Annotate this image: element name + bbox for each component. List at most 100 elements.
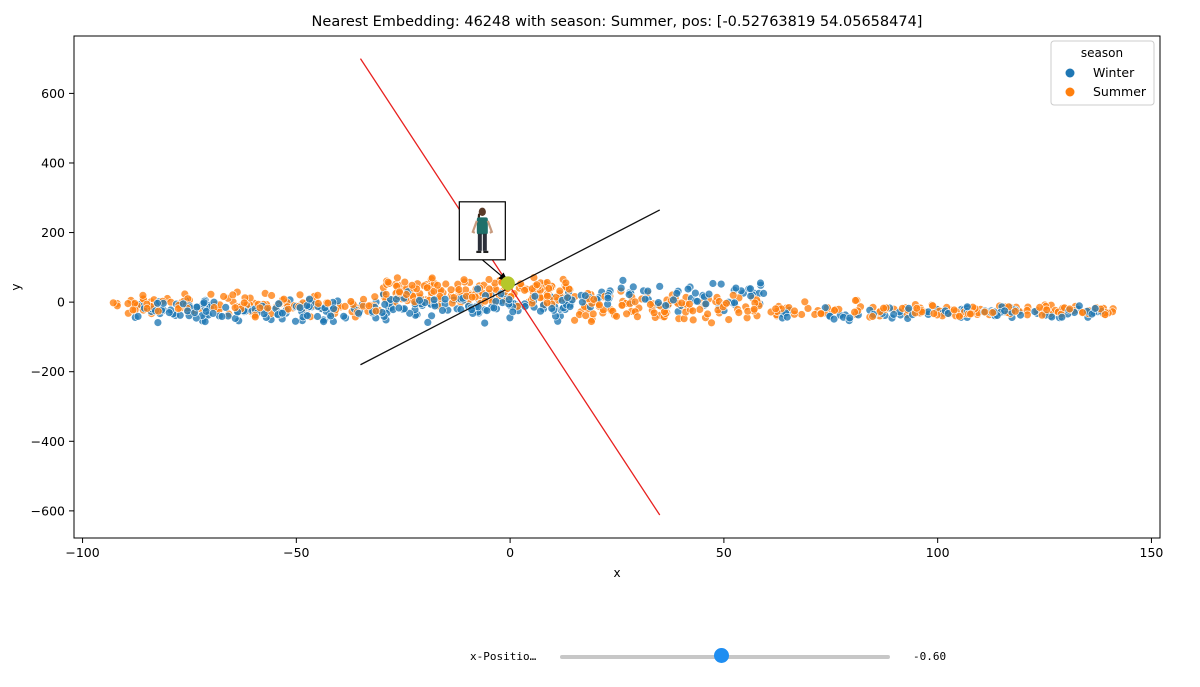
summer-point	[532, 280, 542, 289]
winter-point	[530, 292, 540, 301]
winter-point	[480, 318, 489, 328]
summer-point	[407, 281, 417, 290]
winter-point	[217, 312, 227, 321]
legend-label-summer: Summer	[1093, 84, 1147, 99]
summer-point	[797, 310, 806, 319]
legend-label-winter: Winter	[1093, 65, 1135, 80]
winter-point	[1075, 301, 1084, 311]
summer-point	[251, 312, 260, 322]
winter-point	[731, 283, 741, 293]
y-axis-label: y	[9, 283, 23, 290]
summer-point	[622, 309, 631, 318]
summer-point	[617, 301, 627, 310]
summer-point	[263, 303, 272, 313]
x-tick-label: 150	[1140, 545, 1164, 560]
summer-point	[544, 284, 553, 293]
summer-point	[484, 275, 494, 284]
summer-point	[851, 296, 860, 305]
y-tick-label: −400	[31, 434, 65, 449]
winter-point	[179, 299, 188, 308]
winter-point	[329, 304, 338, 313]
winter-point	[782, 312, 792, 322]
summer-point	[1042, 305, 1051, 314]
slider-label: x-Positio…	[470, 650, 537, 663]
summer-point	[1011, 307, 1020, 316]
summer-point	[393, 273, 402, 282]
winter-point	[704, 289, 714, 299]
x-tick-label: 50	[716, 545, 732, 560]
winter-point	[394, 303, 404, 313]
summer-point	[966, 309, 975, 319]
summer-point	[154, 307, 163, 316]
summer-point	[790, 306, 799, 316]
winter-point	[716, 279, 726, 289]
summer-point	[381, 290, 391, 299]
summer-point	[449, 293, 459, 302]
annotation-thumbnail	[458, 201, 506, 261]
winter-point	[438, 306, 447, 315]
winter-point	[278, 309, 287, 318]
winter-point	[701, 299, 710, 309]
summer-point	[428, 273, 437, 283]
winter-point	[274, 299, 283, 308]
scatter-chart: Nearest Embedding: 46248 with season: Su…	[9, 14, 1163, 580]
summer-point	[364, 301, 374, 310]
summer-point	[830, 306, 839, 315]
winter-point	[221, 303, 230, 312]
summer-point	[850, 307, 859, 317]
summer-point	[400, 277, 409, 287]
winter-point	[624, 290, 634, 299]
plot-frame	[73, 35, 1161, 539]
winter-point	[423, 318, 432, 327]
y-tick-label: −200	[31, 364, 65, 379]
summer-point	[323, 298, 332, 308]
winter-point	[380, 300, 389, 309]
slider-handle[interactable]	[714, 648, 730, 663]
summer-point	[520, 286, 529, 295]
winter-point	[319, 317, 328, 326]
winter-point	[291, 317, 300, 326]
winter-point	[655, 282, 664, 291]
x-axis-label: x	[613, 566, 620, 580]
winter-point	[759, 289, 768, 298]
summer-point	[928, 301, 937, 310]
summer-point	[722, 299, 731, 308]
summer-point	[346, 297, 356, 306]
winter-point	[1090, 304, 1100, 313]
summer-point	[1078, 308, 1087, 317]
summer-point	[555, 286, 564, 296]
summer-point	[313, 291, 322, 300]
summer-point	[868, 312, 877, 321]
summer-point	[371, 306, 381, 316]
summer-point	[340, 302, 350, 311]
summer-point	[123, 299, 133, 308]
summer-point	[677, 298, 686, 308]
summer-point	[543, 291, 552, 301]
winter-point	[429, 295, 439, 304]
winter-point	[683, 284, 693, 294]
summer-point	[949, 305, 959, 315]
summer-point	[255, 303, 265, 312]
winter-point	[133, 312, 143, 321]
summer-point	[1037, 311, 1047, 320]
summer-point	[433, 281, 442, 290]
x-tick-label: −100	[65, 545, 99, 560]
summer-point	[128, 305, 138, 315]
x-tick-label: 0	[506, 545, 514, 560]
x-tick-label: 100	[926, 545, 950, 560]
winter-point	[746, 291, 755, 301]
points-layer	[109, 273, 1118, 328]
legend-marker-winter	[1065, 68, 1075, 78]
winter-point	[640, 295, 650, 304]
winter-point	[669, 295, 678, 305]
winter-point	[208, 309, 218, 318]
winter-point	[440, 295, 450, 304]
legend-title: season	[1081, 46, 1123, 60]
y-tick-label: 400	[41, 155, 65, 170]
summer-point	[988, 308, 997, 317]
winter-point	[354, 309, 363, 318]
summer-point	[1100, 310, 1110, 319]
x-axis-ticks: −100 −50 0 50 100 150	[65, 538, 1163, 560]
winter-point	[547, 304, 556, 313]
summer-point	[459, 275, 469, 284]
